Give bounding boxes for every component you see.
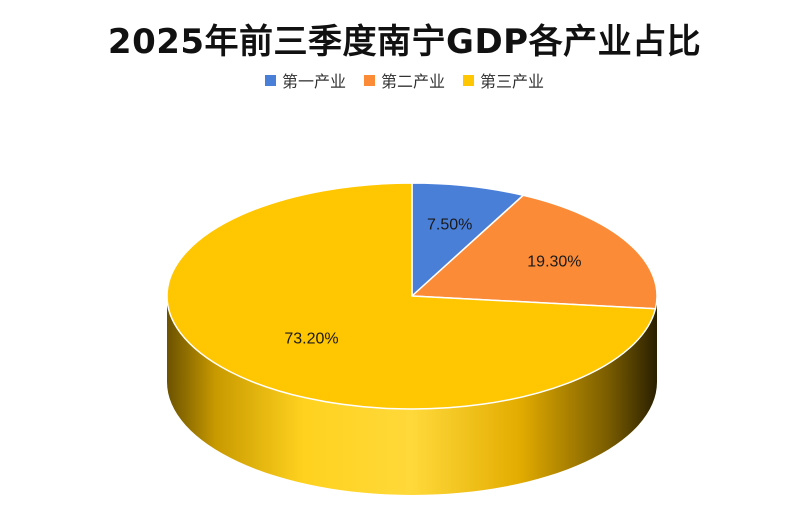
legend-label-tertiary: 第三产业 xyxy=(480,72,545,91)
pie-slice-secondary xyxy=(411,194,658,310)
pie-slices xyxy=(166,182,658,410)
legend-item-tertiary: 第三产业 xyxy=(463,68,544,92)
legend-label-primary: 第一产业 xyxy=(281,72,346,91)
pie-side-walls xyxy=(167,296,657,495)
legend-swatch-tertiary xyxy=(463,74,474,86)
chart-title: 2025年前三季度南宁GDP各产业占比 xyxy=(107,22,702,62)
legend-item-primary: 第一产业 xyxy=(264,68,346,92)
data-label-primary: 7.50% xyxy=(427,217,472,234)
pie-side-wall xyxy=(167,296,657,495)
pie-slice-tertiary xyxy=(166,182,657,410)
data-label-tertiary: 73.20% xyxy=(284,330,338,347)
data-label-secondary: 19.30% xyxy=(527,254,581,271)
legend: 第一产业 第二产业 第三产业 xyxy=(0,68,809,92)
legend-swatch-primary xyxy=(264,74,276,86)
pie-slice-primary xyxy=(411,182,524,297)
legend-swatch-secondary xyxy=(363,74,375,86)
pie-data-labels: 7.50% 19.30% 73.20% xyxy=(284,217,581,348)
legend-item-secondary: 第二产业 xyxy=(363,68,445,92)
legend-label-secondary: 第二产业 xyxy=(380,72,445,91)
